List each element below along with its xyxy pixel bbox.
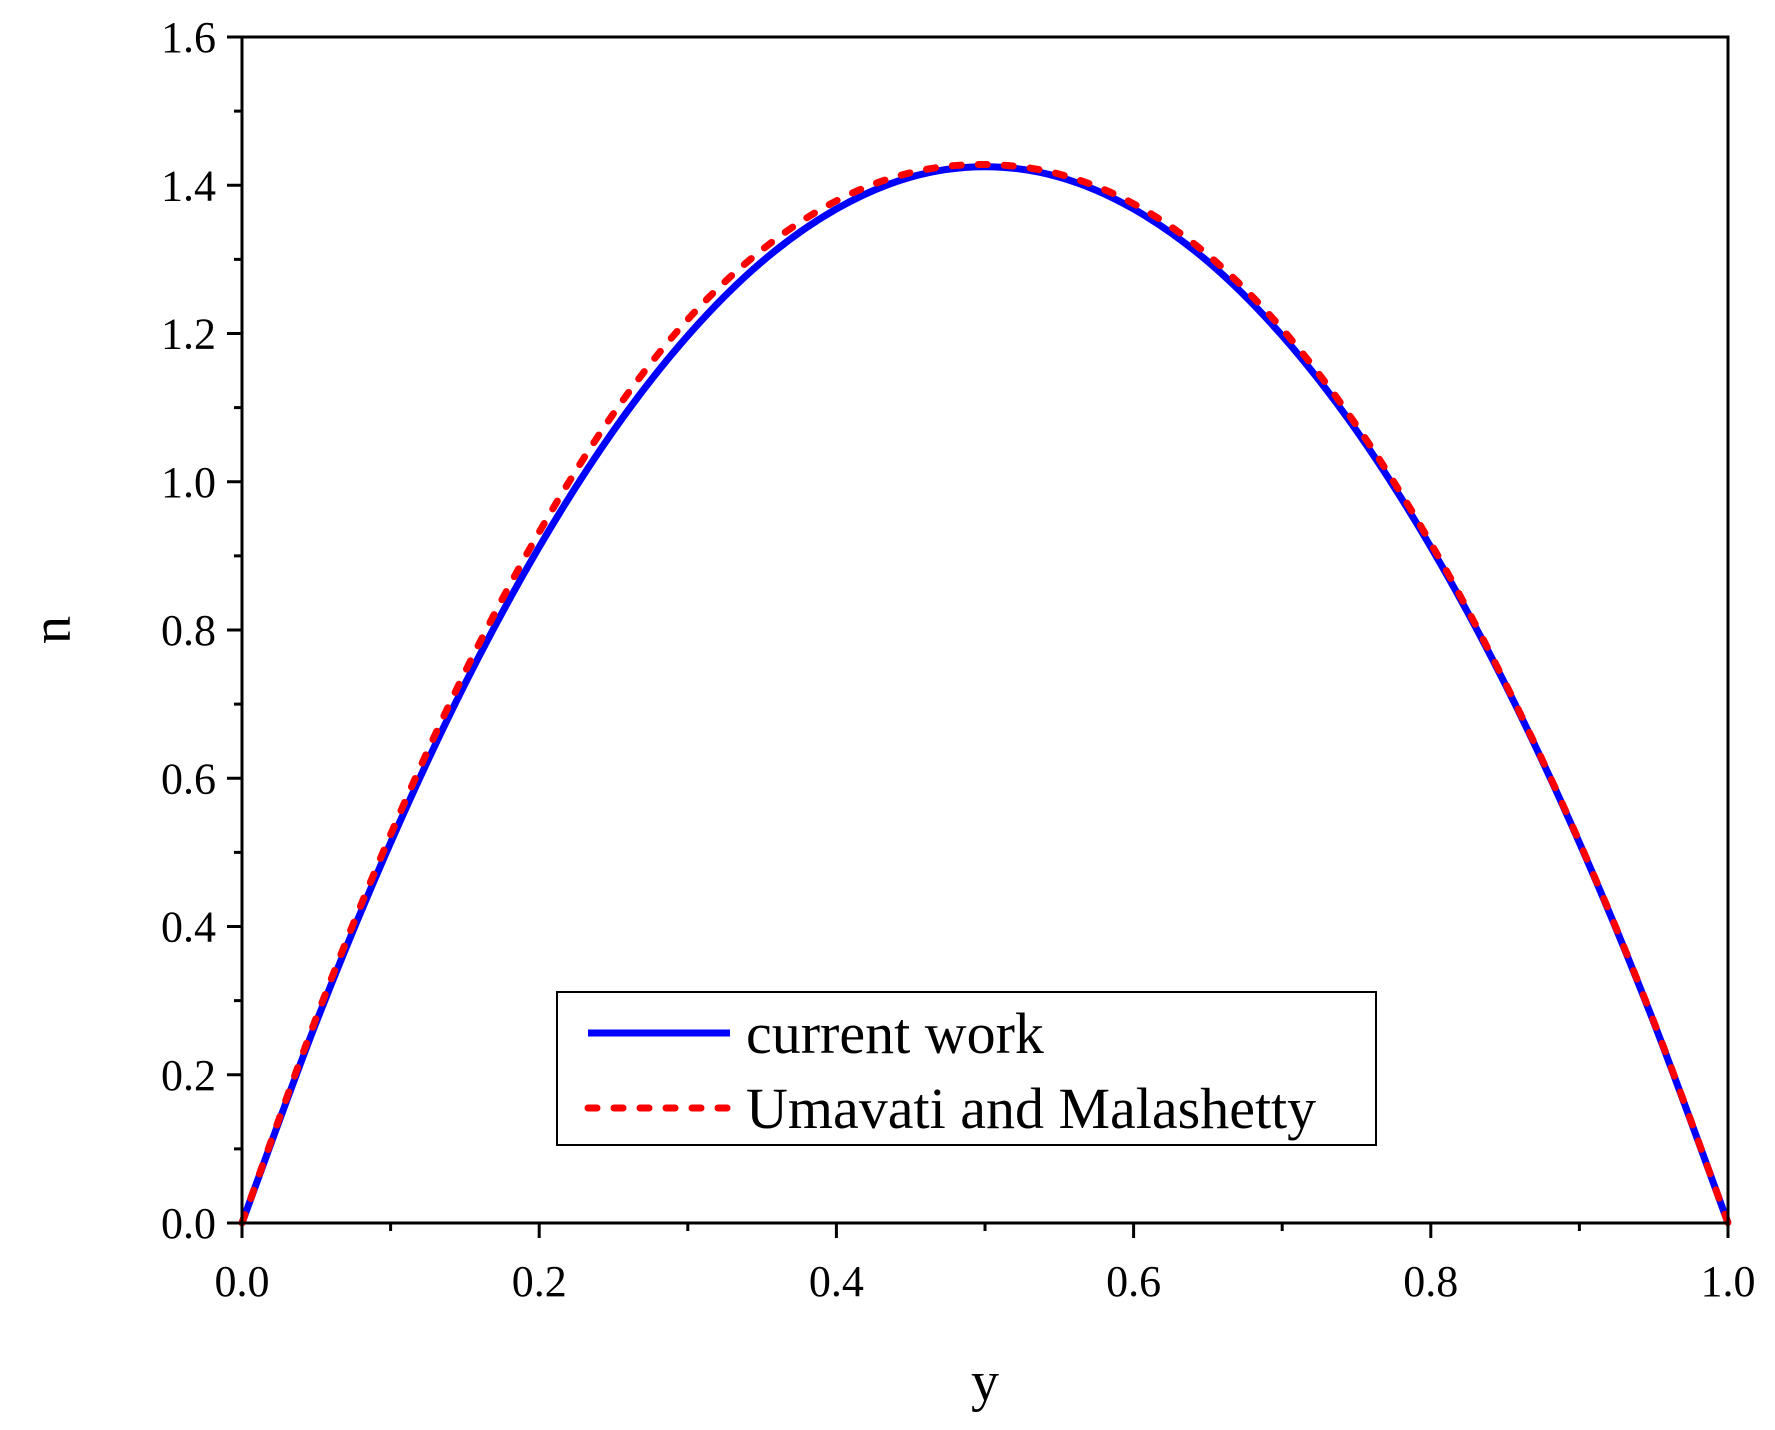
- series-line-umavati-and-malashetty: [238, 160, 1732, 1227]
- x-tick-label: 0.2: [512, 1257, 567, 1306]
- x-tick-label: 0.6: [1106, 1257, 1161, 1306]
- plot-frame: [240, 35, 1730, 1225]
- ticks-layer: 0.0 0.2 0.4 0.6 0.8 1.0 0.0 0.2 0.4 0.6 0.8 1.0 1.2 1…: [161, 13, 1756, 1306]
- y-tick-label: 0.6: [161, 754, 216, 803]
- legend-label-current-work: current work: [746, 1001, 1044, 1066]
- x-tick-label: 0.0: [215, 1257, 270, 1306]
- y-tick-label: 0.0: [161, 1199, 216, 1248]
- y-tick-label: 0.8: [161, 606, 216, 655]
- y-axis-label: u: [31, 616, 93, 644]
- legend-box: [556, 991, 1377, 1146]
- y-tick-label: 1.6: [161, 13, 216, 62]
- y-tick-label: 0.2: [161, 1051, 216, 1100]
- x-tick-label: 1.0: [1701, 1257, 1756, 1306]
- y-tick-label: 1.4: [161, 161, 216, 210]
- y-tick-label: 0.4: [161, 903, 216, 952]
- legend-label-umavati-and-malashetty: Umavati and Malashetty: [746, 1076, 1316, 1141]
- y-tick-label: 1.0: [161, 458, 216, 507]
- x-axis-label: y: [971, 1351, 999, 1413]
- x-tick-label: 0.4: [809, 1257, 864, 1306]
- x-tick-label: 0.8: [1403, 1257, 1458, 1306]
- y-tick-label: 1.2: [161, 310, 216, 359]
- legend: current work Umavati and Malashetty: [556, 991, 1377, 1146]
- series-layer: [238, 160, 1732, 1227]
